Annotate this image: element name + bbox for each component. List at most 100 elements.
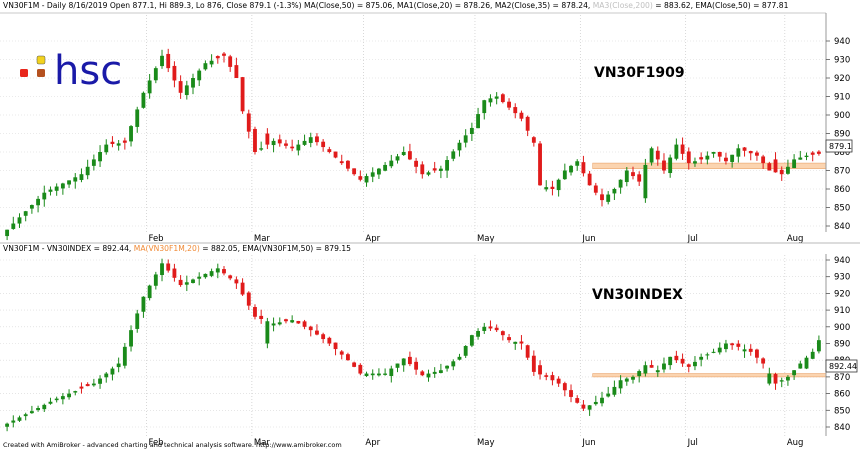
candle-body bbox=[550, 186, 555, 189]
candle-body bbox=[748, 151, 753, 154]
month-label: Jun bbox=[581, 234, 595, 244]
candle-body bbox=[544, 375, 549, 377]
candle-body bbox=[98, 378, 102, 384]
candle-body bbox=[519, 112, 524, 119]
candle-body bbox=[649, 365, 654, 368]
candle-body bbox=[73, 177, 78, 182]
candle-body bbox=[172, 65, 177, 81]
candle-body bbox=[655, 150, 660, 160]
candle-body bbox=[556, 179, 561, 191]
candle-body bbox=[705, 155, 710, 160]
candle-body bbox=[407, 356, 412, 365]
candle-body bbox=[141, 296, 146, 312]
y-tick-label: 930 bbox=[834, 56, 850, 66]
candle-body bbox=[581, 404, 586, 409]
candle-body bbox=[122, 140, 127, 143]
candle-body bbox=[110, 368, 115, 375]
candle-body bbox=[147, 285, 152, 299]
candle-body bbox=[488, 98, 493, 103]
candle-body bbox=[587, 405, 592, 410]
y-tick-label: 910 bbox=[834, 93, 850, 103]
candle-body bbox=[228, 56, 233, 67]
y-tick-label: 910 bbox=[834, 306, 850, 316]
candle-body bbox=[463, 135, 468, 143]
candle-body bbox=[36, 198, 41, 206]
candle-body bbox=[482, 100, 487, 114]
y-tick-label: 850 bbox=[834, 406, 850, 416]
candle-body bbox=[432, 371, 437, 374]
candle-body bbox=[500, 331, 505, 336]
candle-body bbox=[104, 373, 109, 378]
candle-body bbox=[420, 371, 425, 376]
candle-body bbox=[643, 164, 648, 199]
candle-body bbox=[315, 136, 319, 143]
candle-body bbox=[296, 320, 301, 324]
y-tick-label: 940 bbox=[834, 256, 850, 266]
candle-body bbox=[346, 160, 350, 169]
candle-body bbox=[451, 151, 456, 159]
candle-body bbox=[209, 60, 214, 65]
candle-body bbox=[513, 107, 518, 114]
candle-body bbox=[476, 114, 480, 129]
candle-body bbox=[234, 65, 239, 78]
candle-body bbox=[259, 148, 264, 150]
candle-body bbox=[686, 364, 691, 367]
candle-body bbox=[668, 157, 673, 174]
candle-body bbox=[724, 343, 728, 350]
y-tick-label: 920 bbox=[834, 289, 850, 299]
candle-body bbox=[11, 420, 16, 423]
month-label: May bbox=[477, 234, 495, 244]
candle-body bbox=[302, 321, 307, 327]
candle-body bbox=[618, 380, 623, 389]
candle-body bbox=[265, 321, 270, 344]
candle-body bbox=[284, 319, 288, 322]
candle-body bbox=[699, 356, 704, 360]
bottom-panel-grid bbox=[0, 255, 826, 436]
candle-body bbox=[587, 173, 592, 186]
candle-body bbox=[5, 229, 10, 237]
candle-body bbox=[575, 398, 580, 403]
candle-body bbox=[79, 174, 84, 180]
month-label: Aug bbox=[787, 234, 804, 244]
candle-body bbox=[469, 335, 474, 346]
candle-body bbox=[401, 152, 406, 156]
candle-body bbox=[389, 368, 394, 376]
candle-body bbox=[98, 152, 102, 162]
candle-body bbox=[290, 146, 295, 149]
candle-body bbox=[29, 411, 34, 414]
candle-body bbox=[500, 94, 505, 103]
candle-body bbox=[172, 268, 177, 278]
candle-body bbox=[197, 276, 202, 279]
candle-body bbox=[785, 376, 790, 381]
candle-body bbox=[507, 101, 511, 108]
candle-body bbox=[507, 337, 511, 341]
candle-body bbox=[482, 326, 487, 331]
bottom-panel-header: VN30F1M - VN30INDEX = 892.44, MA(VN30F1M… bbox=[3, 244, 351, 253]
y-tick-label: 920 bbox=[834, 74, 850, 84]
candle-body bbox=[85, 384, 90, 387]
candle-body bbox=[612, 189, 617, 194]
candle-body bbox=[215, 268, 220, 273]
candle-body bbox=[296, 144, 301, 151]
candle-body bbox=[166, 53, 171, 69]
candle-body bbox=[197, 70, 202, 81]
header-segment: = 882.05, EMA(VN30F1M,50) = 879.15 bbox=[200, 244, 351, 253]
candle-body bbox=[525, 116, 530, 131]
month-label: Mar bbox=[254, 234, 271, 244]
header-segment: VN30F1M - VN30INDEX = 892.44, bbox=[3, 244, 134, 253]
candle-body bbox=[748, 348, 753, 352]
candle-body bbox=[612, 386, 617, 395]
candle-body bbox=[643, 365, 648, 374]
candle-body bbox=[631, 376, 635, 380]
top-panel-last-value: 879.1 bbox=[829, 142, 852, 151]
candle-body bbox=[575, 161, 580, 166]
month-label: Apr bbox=[365, 438, 380, 448]
candle-body bbox=[246, 113, 251, 132]
candle-body bbox=[395, 363, 400, 368]
candle-body bbox=[67, 393, 71, 398]
candle-body bbox=[810, 351, 815, 359]
candle-body bbox=[538, 143, 542, 186]
candle-body bbox=[129, 126, 133, 142]
